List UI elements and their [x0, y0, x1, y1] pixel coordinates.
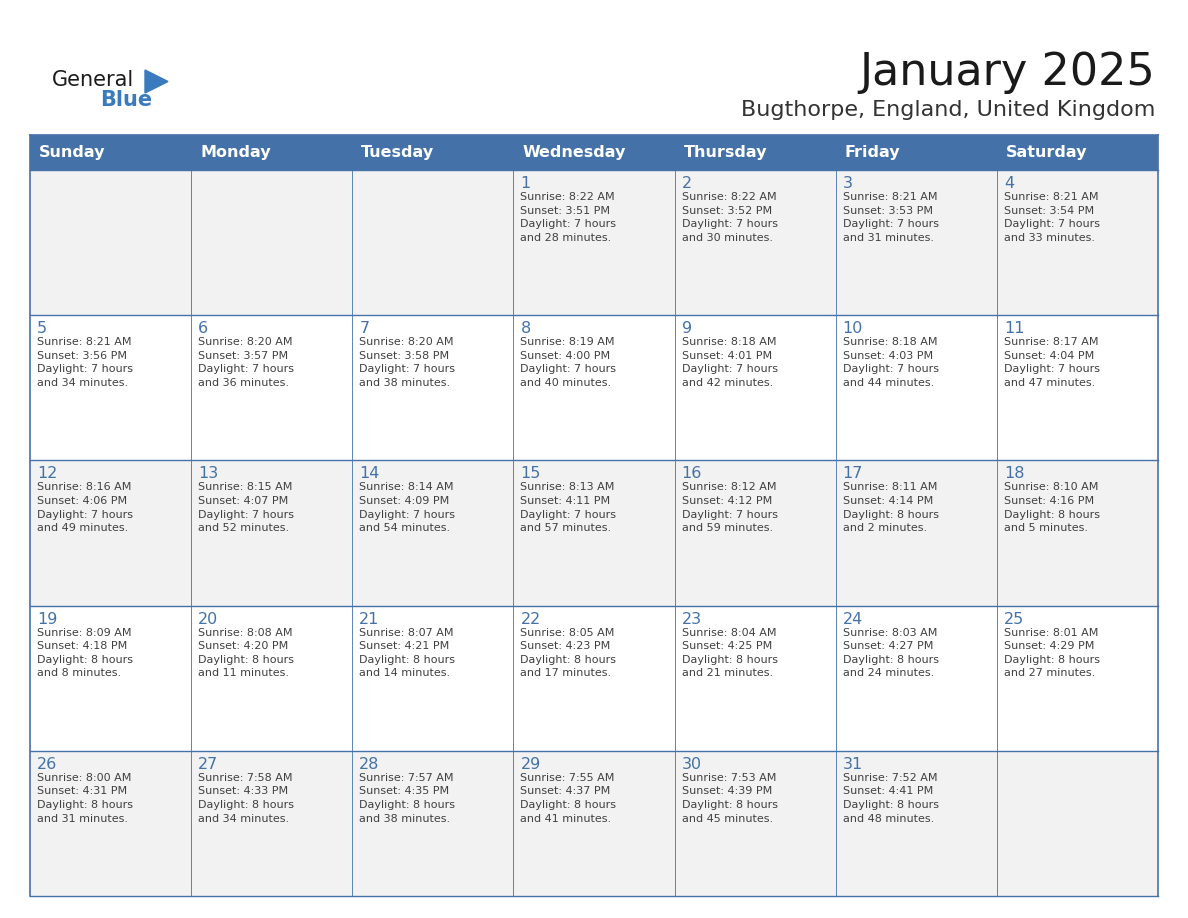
Text: 26: 26 [37, 756, 57, 772]
Text: Sunrise: 8:09 AM
Sunset: 4:18 PM
Daylight: 8 hours
and 8 minutes.: Sunrise: 8:09 AM Sunset: 4:18 PM Dayligh… [37, 628, 133, 678]
Text: 27: 27 [198, 756, 219, 772]
Text: 8: 8 [520, 321, 531, 336]
Text: 17: 17 [842, 466, 864, 481]
Text: 12: 12 [37, 466, 57, 481]
Text: 9: 9 [682, 321, 691, 336]
Text: Sunrise: 8:21 AM
Sunset: 3:54 PM
Daylight: 7 hours
and 33 minutes.: Sunrise: 8:21 AM Sunset: 3:54 PM Dayligh… [1004, 192, 1100, 242]
Text: Bugthorpe, England, United Kingdom: Bugthorpe, England, United Kingdom [740, 100, 1155, 120]
Text: 5: 5 [37, 321, 48, 336]
Text: Sunrise: 8:13 AM
Sunset: 4:11 PM
Daylight: 7 hours
and 57 minutes.: Sunrise: 8:13 AM Sunset: 4:11 PM Dayligh… [520, 482, 617, 533]
Text: Sunrise: 8:14 AM
Sunset: 4:09 PM
Daylight: 7 hours
and 54 minutes.: Sunrise: 8:14 AM Sunset: 4:09 PM Dayligh… [359, 482, 455, 533]
Text: Tuesday: Tuesday [361, 145, 435, 160]
Text: 21: 21 [359, 611, 380, 627]
Text: Wednesday: Wednesday [523, 145, 626, 160]
Text: Sunrise: 7:52 AM
Sunset: 4:41 PM
Daylight: 8 hours
and 48 minutes.: Sunrise: 7:52 AM Sunset: 4:41 PM Dayligh… [842, 773, 939, 823]
Text: Sunrise: 8:11 AM
Sunset: 4:14 PM
Daylight: 8 hours
and 2 minutes.: Sunrise: 8:11 AM Sunset: 4:14 PM Dayligh… [842, 482, 939, 533]
Bar [30, 315, 1158, 461]
Text: Sunrise: 8:03 AM
Sunset: 4:27 PM
Daylight: 8 hours
and 24 minutes.: Sunrise: 8:03 AM Sunset: 4:27 PM Dayligh… [842, 628, 939, 678]
Text: Saturday: Saturday [1006, 145, 1087, 160]
Bar [30, 170, 1158, 315]
Text: 7: 7 [359, 321, 369, 336]
Text: Friday: Friday [845, 145, 901, 160]
Text: Sunrise: 8:22 AM
Sunset: 3:52 PM
Daylight: 7 hours
and 30 minutes.: Sunrise: 8:22 AM Sunset: 3:52 PM Dayligh… [682, 192, 778, 242]
Text: General: General [52, 70, 134, 90]
Text: Blue: Blue [100, 90, 152, 110]
Text: Sunrise: 8:21 AM
Sunset: 3:53 PM
Daylight: 7 hours
and 31 minutes.: Sunrise: 8:21 AM Sunset: 3:53 PM Dayligh… [842, 192, 939, 242]
Text: Sunrise: 8:01 AM
Sunset: 4:29 PM
Daylight: 8 hours
and 27 minutes.: Sunrise: 8:01 AM Sunset: 4:29 PM Dayligh… [1004, 628, 1100, 678]
Text: Sunrise: 8:04 AM
Sunset: 4:25 PM
Daylight: 8 hours
and 21 minutes.: Sunrise: 8:04 AM Sunset: 4:25 PM Dayligh… [682, 628, 778, 678]
Text: 4: 4 [1004, 176, 1015, 191]
Text: 28: 28 [359, 756, 380, 772]
Text: Thursday: Thursday [683, 145, 767, 160]
Text: 2: 2 [682, 176, 691, 191]
Bar [30, 461, 1158, 606]
Text: Sunrise: 8:12 AM
Sunset: 4:12 PM
Daylight: 7 hours
and 59 minutes.: Sunrise: 8:12 AM Sunset: 4:12 PM Dayligh… [682, 482, 778, 533]
Text: 6: 6 [198, 321, 208, 336]
Text: Sunrise: 8:18 AM
Sunset: 4:01 PM
Daylight: 7 hours
and 42 minutes.: Sunrise: 8:18 AM Sunset: 4:01 PM Dayligh… [682, 337, 778, 388]
Bar [30, 606, 1158, 751]
Text: Sunrise: 8:19 AM
Sunset: 4:00 PM
Daylight: 7 hours
and 40 minutes.: Sunrise: 8:19 AM Sunset: 4:00 PM Dayligh… [520, 337, 617, 388]
Text: 23: 23 [682, 611, 702, 627]
Text: 16: 16 [682, 466, 702, 481]
Text: 22: 22 [520, 611, 541, 627]
Text: Sunrise: 8:05 AM
Sunset: 4:23 PM
Daylight: 8 hours
and 17 minutes.: Sunrise: 8:05 AM Sunset: 4:23 PM Dayligh… [520, 628, 617, 678]
Text: 3: 3 [842, 176, 853, 191]
Text: Sunrise: 8:07 AM
Sunset: 4:21 PM
Daylight: 8 hours
and 14 minutes.: Sunrise: 8:07 AM Sunset: 4:21 PM Dayligh… [359, 628, 455, 678]
Text: 10: 10 [842, 321, 864, 336]
Text: 15: 15 [520, 466, 541, 481]
Text: Sunrise: 8:20 AM
Sunset: 3:58 PM
Daylight: 7 hours
and 38 minutes.: Sunrise: 8:20 AM Sunset: 3:58 PM Dayligh… [359, 337, 455, 388]
Text: 19: 19 [37, 611, 57, 627]
Text: 31: 31 [842, 756, 862, 772]
Text: Sunrise: 7:57 AM
Sunset: 4:35 PM
Daylight: 8 hours
and 38 minutes.: Sunrise: 7:57 AM Sunset: 4:35 PM Dayligh… [359, 773, 455, 823]
Text: Sunrise: 7:55 AM
Sunset: 4:37 PM
Daylight: 8 hours
and 41 minutes.: Sunrise: 7:55 AM Sunset: 4:37 PM Dayligh… [520, 773, 617, 823]
Polygon shape [145, 70, 168, 93]
Text: 20: 20 [198, 611, 219, 627]
Bar [30, 751, 1158, 896]
Text: Monday: Monday [200, 145, 271, 160]
Text: January 2025: January 2025 [859, 51, 1155, 95]
Text: 14: 14 [359, 466, 380, 481]
Text: Sunrise: 8:15 AM
Sunset: 4:07 PM
Daylight: 7 hours
and 52 minutes.: Sunrise: 8:15 AM Sunset: 4:07 PM Dayligh… [198, 482, 295, 533]
Text: 1: 1 [520, 176, 531, 191]
Text: Sunrise: 8:22 AM
Sunset: 3:51 PM
Daylight: 7 hours
and 28 minutes.: Sunrise: 8:22 AM Sunset: 3:51 PM Dayligh… [520, 192, 617, 242]
Text: Sunrise: 8:18 AM
Sunset: 4:03 PM
Daylight: 7 hours
and 44 minutes.: Sunrise: 8:18 AM Sunset: 4:03 PM Dayligh… [842, 337, 939, 388]
Bar [30, 135, 1158, 170]
Text: Sunrise: 8:17 AM
Sunset: 4:04 PM
Daylight: 7 hours
and 47 minutes.: Sunrise: 8:17 AM Sunset: 4:04 PM Dayligh… [1004, 337, 1100, 388]
Text: Sunrise: 8:10 AM
Sunset: 4:16 PM
Daylight: 8 hours
and 5 minutes.: Sunrise: 8:10 AM Sunset: 4:16 PM Dayligh… [1004, 482, 1100, 533]
Text: 11: 11 [1004, 321, 1024, 336]
Text: Sunrise: 8:21 AM
Sunset: 3:56 PM
Daylight: 7 hours
and 34 minutes.: Sunrise: 8:21 AM Sunset: 3:56 PM Dayligh… [37, 337, 133, 388]
Text: Sunrise: 8:16 AM
Sunset: 4:06 PM
Daylight: 7 hours
and 49 minutes.: Sunrise: 8:16 AM Sunset: 4:06 PM Dayligh… [37, 482, 133, 533]
Text: Sunrise: 7:53 AM
Sunset: 4:39 PM
Daylight: 8 hours
and 45 minutes.: Sunrise: 7:53 AM Sunset: 4:39 PM Dayligh… [682, 773, 778, 823]
Text: 18: 18 [1004, 466, 1024, 481]
Text: 24: 24 [842, 611, 862, 627]
Text: Sunrise: 8:20 AM
Sunset: 3:57 PM
Daylight: 7 hours
and 36 minutes.: Sunrise: 8:20 AM Sunset: 3:57 PM Dayligh… [198, 337, 295, 388]
Text: Sunrise: 8:08 AM
Sunset: 4:20 PM
Daylight: 8 hours
and 11 minutes.: Sunrise: 8:08 AM Sunset: 4:20 PM Dayligh… [198, 628, 295, 678]
Text: Sunrise: 8:00 AM
Sunset: 4:31 PM
Daylight: 8 hours
and 31 minutes.: Sunrise: 8:00 AM Sunset: 4:31 PM Dayligh… [37, 773, 133, 823]
Text: 29: 29 [520, 756, 541, 772]
Text: 13: 13 [198, 466, 219, 481]
Text: 30: 30 [682, 756, 702, 772]
Text: Sunrise: 7:58 AM
Sunset: 4:33 PM
Daylight: 8 hours
and 34 minutes.: Sunrise: 7:58 AM Sunset: 4:33 PM Dayligh… [198, 773, 295, 823]
Text: Sunday: Sunday [39, 145, 106, 160]
Text: 25: 25 [1004, 611, 1024, 627]
